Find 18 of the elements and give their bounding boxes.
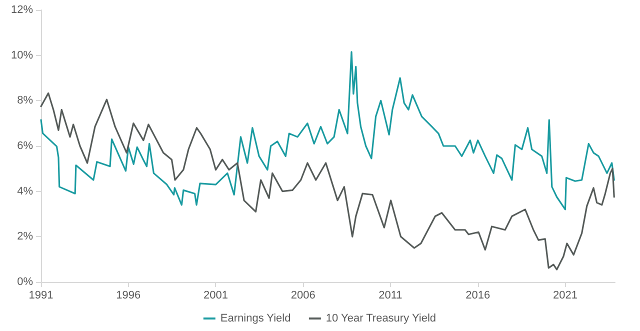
x-tick-label: 2011 — [378, 290, 402, 302]
y-tick-label: 10% — [10, 49, 34, 62]
legend-label: Earnings Yield — [220, 312, 291, 324]
x-tick-label: 2016 — [466, 290, 490, 302]
x-tick-label: 2006 — [290, 290, 316, 302]
x-tick-label: 2021 — [552, 290, 578, 302]
line-series — [40, 92, 615, 270]
y-tick-label: 8% — [17, 94, 34, 107]
y-tick-label: 6% — [17, 140, 34, 152]
y-tick-label: 2% — [17, 230, 34, 243]
line-series — [40, 51, 615, 210]
y-tick-label: 0% — [17, 276, 34, 288]
y-tick-label: 12% — [10, 4, 34, 16]
y-tick-label: 4% — [17, 185, 34, 198]
x-tick-label: 1991 — [28, 290, 54, 302]
x-tick-label: 1996 — [116, 290, 141, 302]
x-tick-label: 2001 — [203, 290, 228, 302]
legend-label: 10 Year Treasury Yield — [326, 312, 436, 324]
